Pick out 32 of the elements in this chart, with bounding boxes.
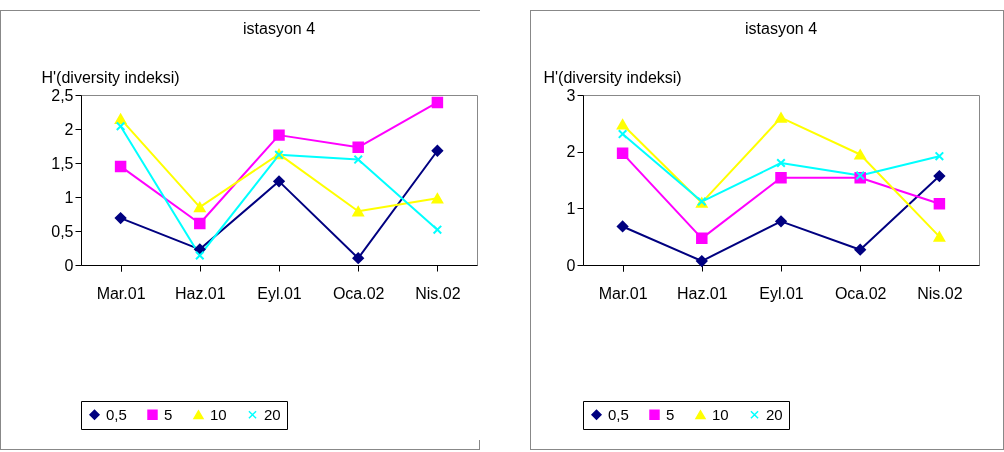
legend-label: 20 — [766, 405, 783, 423]
x-tick-label: Mar.01 — [96, 284, 146, 302]
chart-title: istasyon 4 — [744, 20, 818, 37]
y-tick-label: 2,5 — [51, 86, 74, 104]
y-tick-label: 0 — [566, 256, 576, 274]
x-tick-label: Eyl.01 — [759, 284, 804, 302]
y-tick-label: 1 — [566, 199, 576, 217]
legend-label: 10 — [210, 405, 227, 423]
legend-label: 10 — [712, 405, 729, 423]
legend-label: 5 — [666, 405, 675, 423]
y-axis-title: H'(diversity indeksi) — [543, 68, 682, 86]
legend-label: 0,5 — [106, 405, 127, 423]
x-tick-label: Mar.01 — [598, 284, 648, 302]
y-axis-title: H'(diversity indeksi) — [41, 68, 180, 86]
legend-label: 20 — [264, 405, 281, 423]
legend-label: 5 — [164, 405, 173, 423]
y-tick-label: 1 — [64, 188, 74, 206]
x-tick-label: Oca.02 — [834, 284, 887, 302]
y-tick-label: 0,5 — [51, 222, 74, 240]
x-tick-label: Haz.01 — [676, 284, 728, 302]
x-tick-label: Haz.01 — [174, 284, 226, 302]
chart-title: istasyon 4 — [242, 20, 316, 37]
y-tick-label: 2 — [566, 143, 576, 161]
x-tick-label: Oca.02 — [332, 284, 385, 302]
legend-label: 0,5 — [608, 405, 629, 423]
y-tick-label: 2 — [64, 120, 74, 138]
y-tick-label: 0 — [64, 256, 74, 274]
y-tick-label: 1,5 — [51, 154, 74, 172]
x-tick-label: Nis.02 — [415, 284, 461, 302]
x-tick-label: Eyl.01 — [257, 284, 302, 302]
x-tick-label: Nis.02 — [917, 284, 963, 302]
y-tick-label: 3 — [566, 86, 576, 104]
